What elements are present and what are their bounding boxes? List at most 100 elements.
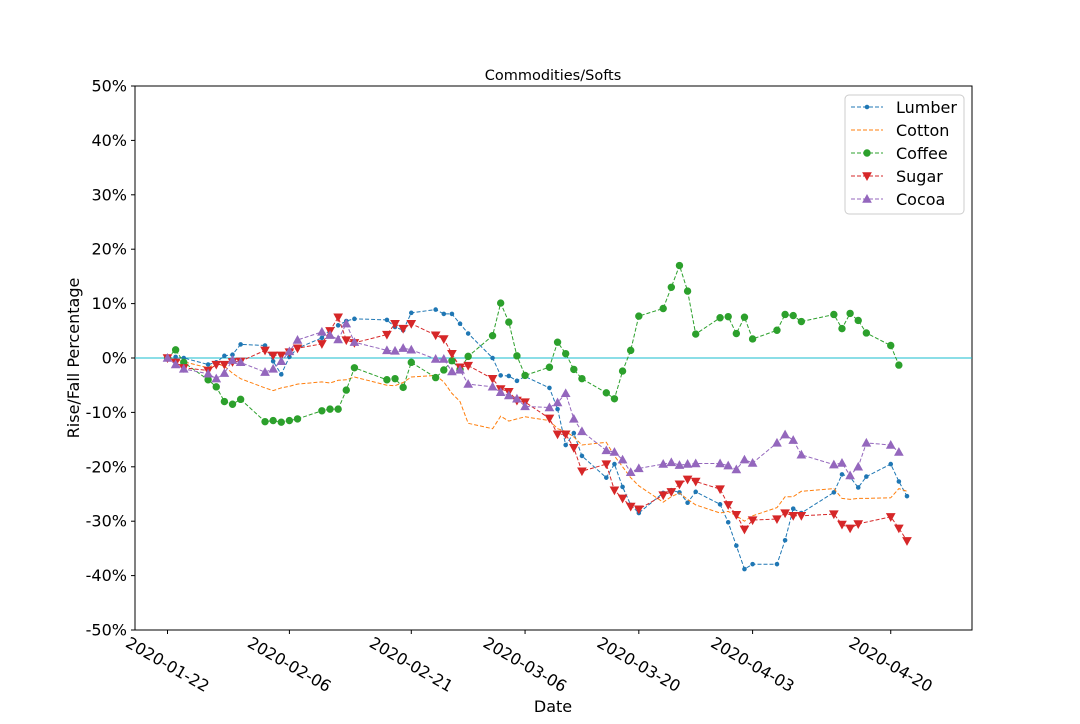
data-point-lumber	[855, 485, 861, 490]
series-cocoa	[162, 318, 904, 480]
y-tick-label: -10%	[86, 403, 127, 422]
legend-marker-coffee	[863, 149, 871, 157]
data-point-lumber	[506, 373, 512, 379]
data-point-cocoa	[512, 393, 522, 403]
data-point-cocoa	[666, 457, 677, 467]
data-point-cocoa	[853, 461, 864, 471]
data-point-coffee	[220, 397, 229, 406]
y-tick-label: 20%	[91, 240, 127, 259]
data-point-sugar	[666, 488, 677, 497]
data-point-sugar	[829, 510, 839, 520]
data-point-sugar	[853, 520, 864, 529]
data-point-sugar	[747, 516, 758, 526]
data-point-sugar	[382, 330, 392, 340]
data-point-coffee	[561, 349, 570, 358]
data-point-sugar	[682, 475, 693, 485]
data-point-cocoa	[430, 354, 441, 363]
data-point-lumber	[620, 484, 625, 490]
data-point-cocoa	[463, 379, 474, 388]
data-point-cocoa	[260, 367, 270, 376]
data-point-coffee	[407, 358, 415, 367]
legend-label-cotton: Cotton	[896, 121, 949, 140]
data-point-coffee	[399, 383, 407, 392]
data-point-cocoa	[276, 356, 287, 365]
data-point-cocoa	[447, 366, 457, 376]
data-point-coffee	[171, 346, 180, 354]
data-point-lumber	[563, 442, 568, 448]
data-point-sugar	[438, 335, 449, 344]
data-point-cocoa	[796, 449, 807, 459]
data-point-lumber	[335, 323, 341, 328]
data-point-lumber	[555, 406, 560, 412]
data-point-lumber	[685, 500, 690, 506]
data-point-sugar	[268, 351, 278, 361]
data-point-cocoa	[658, 459, 669, 468]
data-point-cocoa	[788, 435, 799, 444]
data-point-sugar	[902, 537, 912, 546]
data-point-coffee	[789, 311, 797, 320]
data-point-sugar	[780, 509, 790, 519]
data-point-sugar	[390, 320, 400, 329]
data-point-cocoa	[219, 368, 230, 377]
legend-marker-sugar	[862, 172, 872, 182]
data-point-coffee	[635, 312, 643, 320]
data-point-cocoa	[406, 344, 417, 354]
data-point-coffee	[383, 376, 391, 384]
data-point-cocoa	[837, 457, 847, 467]
y-tick-label: 10%	[91, 294, 127, 313]
data-point-lumber	[790, 506, 796, 511]
data-point-coffee	[236, 395, 245, 404]
data-point-cocoa	[601, 445, 612, 455]
data-point-coffee	[212, 383, 220, 391]
data-point-coffee	[610, 395, 619, 403]
data-point-cocoa	[235, 357, 246, 367]
data-point-sugar	[292, 344, 303, 354]
data-point-sugar	[715, 485, 725, 495]
data-point-sugar	[406, 320, 417, 329]
x-axis-label: Date	[534, 697, 572, 716]
data-point-lumber	[384, 317, 390, 323]
data-point-cocoa	[780, 429, 790, 439]
series-cotton	[167, 357, 908, 522]
data-point-coffee	[261, 417, 269, 426]
series-lumber	[165, 307, 910, 572]
data-point-coffee	[513, 352, 521, 360]
series-line-cocoa	[167, 322, 900, 477]
data-point-cocoa	[503, 390, 514, 400]
data-point-cocoa	[690, 458, 701, 468]
data-point-sugar	[633, 505, 644, 515]
y-tick-label: 30%	[91, 185, 127, 204]
data-point-sugar	[487, 374, 498, 384]
legend-label-sugar: Sugar	[896, 167, 943, 186]
data-point-coffee	[675, 261, 684, 270]
data-point-coffee	[724, 312, 732, 321]
data-point-cocoa	[552, 397, 563, 407]
data-point-sugar	[609, 486, 620, 496]
data-point-lumber	[278, 372, 284, 377]
data-point-sugar	[731, 510, 742, 520]
data-point-sugar	[796, 512, 807, 521]
data-point-cocoa	[845, 470, 855, 480]
data-point-lumber	[579, 453, 585, 459]
data-point-coffee	[521, 371, 529, 380]
legend-item-cocoa: Cocoa	[851, 190, 945, 209]
data-point-coffee	[505, 318, 513, 326]
data-point-lumber	[465, 331, 471, 336]
data-point-lumber	[433, 307, 438, 312]
data-point-sugar	[430, 331, 441, 341]
data-point-coffee	[830, 310, 838, 319]
data-point-coffee	[496, 299, 505, 307]
data-point-coffee	[748, 335, 757, 343]
data-point-coffee	[334, 405, 342, 413]
data-point-lumber	[839, 472, 845, 477]
data-point-coffee	[797, 317, 806, 326]
data-point-lumber	[449, 311, 455, 317]
series-layer	[162, 261, 912, 572]
data-point-coffee	[846, 309, 854, 318]
data-point-lumber	[604, 475, 609, 480]
data-point-lumber	[441, 311, 447, 317]
x-tick-label: 2020-03-06	[480, 633, 570, 696]
data-point-sugar	[723, 501, 734, 510]
data-point-coffee	[659, 304, 667, 313]
x-tick-label: 2020-04-03	[708, 633, 798, 696]
